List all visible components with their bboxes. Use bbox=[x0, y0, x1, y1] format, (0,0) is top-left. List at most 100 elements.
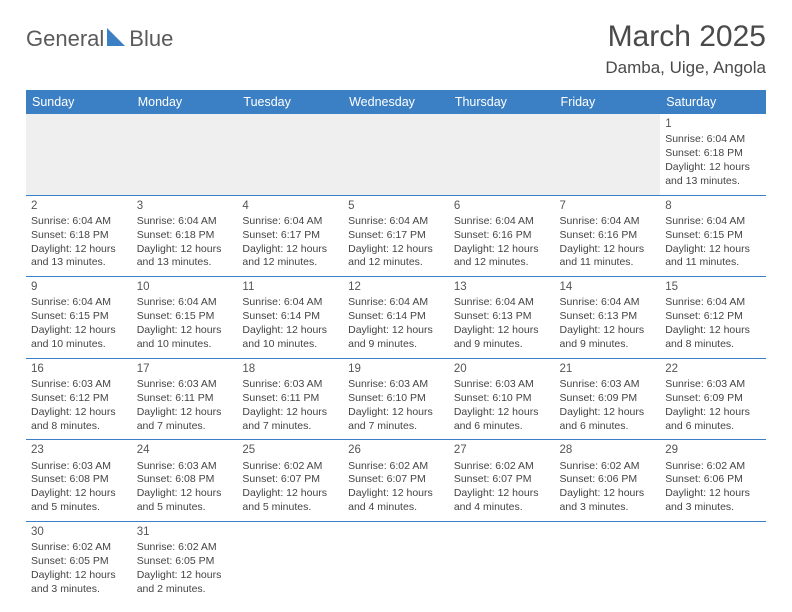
day-number: 29 bbox=[665, 443, 761, 458]
col-header: Sunday bbox=[26, 90, 132, 114]
sunrise-line: Sunrise: 6:04 AM bbox=[137, 215, 233, 229]
day-number: 11 bbox=[242, 280, 338, 295]
sunset-line: Sunset: 6:10 PM bbox=[454, 392, 550, 406]
calendar-cell bbox=[343, 114, 449, 195]
day-number: 31 bbox=[137, 525, 233, 540]
daylight-line: Daylight: 12 hours and 7 minutes. bbox=[348, 406, 444, 434]
sunset-line: Sunset: 6:07 PM bbox=[454, 473, 550, 487]
sunset-line: Sunset: 6:06 PM bbox=[560, 473, 656, 487]
sunset-line: Sunset: 6:09 PM bbox=[665, 392, 761, 406]
daylight-line: Daylight: 12 hours and 5 minutes. bbox=[31, 487, 127, 515]
calendar-cell: 15Sunrise: 6:04 AMSunset: 6:12 PMDayligh… bbox=[660, 277, 766, 359]
sunrise-line: Sunrise: 6:04 AM bbox=[560, 215, 656, 229]
sunset-line: Sunset: 6:13 PM bbox=[560, 310, 656, 324]
daylight-line: Daylight: 12 hours and 9 minutes. bbox=[454, 324, 550, 352]
daylight-line: Daylight: 12 hours and 7 minutes. bbox=[137, 406, 233, 434]
sunset-line: Sunset: 6:13 PM bbox=[454, 310, 550, 324]
sunset-line: Sunset: 6:14 PM bbox=[242, 310, 338, 324]
calendar-cell: 30Sunrise: 6:02 AMSunset: 6:05 PMDayligh… bbox=[26, 522, 132, 603]
day-number: 18 bbox=[242, 362, 338, 377]
day-number: 27 bbox=[454, 443, 550, 458]
daylight-line: Daylight: 12 hours and 8 minutes. bbox=[665, 324, 761, 352]
calendar-cell: 12Sunrise: 6:04 AMSunset: 6:14 PMDayligh… bbox=[343, 277, 449, 359]
daylight-line: Daylight: 12 hours and 10 minutes. bbox=[242, 324, 338, 352]
calendar-row: 1Sunrise: 6:04 AMSunset: 6:18 PMDaylight… bbox=[26, 114, 766, 195]
calendar-cell: 4Sunrise: 6:04 AMSunset: 6:17 PMDaylight… bbox=[237, 195, 343, 277]
day-number: 2 bbox=[31, 199, 127, 214]
day-number: 9 bbox=[31, 280, 127, 295]
sunset-line: Sunset: 6:15 PM bbox=[137, 310, 233, 324]
calendar-cell: 2Sunrise: 6:04 AMSunset: 6:18 PMDaylight… bbox=[26, 195, 132, 277]
day-number: 14 bbox=[560, 280, 656, 295]
day-number: 5 bbox=[348, 199, 444, 214]
sunset-line: Sunset: 6:07 PM bbox=[348, 473, 444, 487]
day-number: 13 bbox=[454, 280, 550, 295]
calendar-cell: 25Sunrise: 6:02 AMSunset: 6:07 PMDayligh… bbox=[237, 440, 343, 522]
day-number: 8 bbox=[665, 199, 761, 214]
daylight-line: Daylight: 12 hours and 3 minutes. bbox=[665, 487, 761, 515]
sunrise-line: Sunrise: 6:02 AM bbox=[242, 460, 338, 474]
day-number: 3 bbox=[137, 199, 233, 214]
day-number: 6 bbox=[454, 199, 550, 214]
sunrise-line: Sunrise: 6:04 AM bbox=[242, 296, 338, 310]
daylight-line: Daylight: 12 hours and 2 minutes. bbox=[137, 569, 233, 597]
daylight-line: Daylight: 12 hours and 6 minutes. bbox=[560, 406, 656, 434]
sunset-line: Sunset: 6:08 PM bbox=[137, 473, 233, 487]
sunset-line: Sunset: 6:18 PM bbox=[31, 229, 127, 243]
logo: General Blue bbox=[26, 20, 173, 52]
day-number: 23 bbox=[31, 443, 127, 458]
sunset-line: Sunset: 6:11 PM bbox=[137, 392, 233, 406]
daylight-line: Daylight: 12 hours and 13 minutes. bbox=[665, 161, 761, 189]
calendar-cell: 20Sunrise: 6:03 AMSunset: 6:10 PMDayligh… bbox=[449, 358, 555, 440]
daylight-line: Daylight: 12 hours and 9 minutes. bbox=[560, 324, 656, 352]
calendar-cell: 10Sunrise: 6:04 AMSunset: 6:15 PMDayligh… bbox=[132, 277, 238, 359]
col-header: Wednesday bbox=[343, 90, 449, 114]
sunrise-line: Sunrise: 6:03 AM bbox=[137, 378, 233, 392]
calendar-cell: 27Sunrise: 6:02 AMSunset: 6:07 PMDayligh… bbox=[449, 440, 555, 522]
day-number: 12 bbox=[348, 280, 444, 295]
day-number: 17 bbox=[137, 362, 233, 377]
daylight-line: Daylight: 12 hours and 7 minutes. bbox=[242, 406, 338, 434]
calendar-cell: 6Sunrise: 6:04 AMSunset: 6:16 PMDaylight… bbox=[449, 195, 555, 277]
daylight-line: Daylight: 12 hours and 3 minutes. bbox=[31, 569, 127, 597]
calendar-cell bbox=[660, 522, 766, 603]
sunset-line: Sunset: 6:09 PM bbox=[560, 392, 656, 406]
col-header: Monday bbox=[132, 90, 238, 114]
daylight-line: Daylight: 12 hours and 5 minutes. bbox=[242, 487, 338, 515]
sunrise-line: Sunrise: 6:04 AM bbox=[137, 296, 233, 310]
col-header: Saturday bbox=[660, 90, 766, 114]
calendar-cell: 31Sunrise: 6:02 AMSunset: 6:05 PMDayligh… bbox=[132, 522, 238, 603]
calendar-cell bbox=[555, 522, 661, 603]
sunrise-line: Sunrise: 6:02 AM bbox=[348, 460, 444, 474]
calendar-cell bbox=[132, 114, 238, 195]
col-header: Thursday bbox=[449, 90, 555, 114]
day-number: 26 bbox=[348, 443, 444, 458]
logo-text-general: General bbox=[26, 26, 104, 52]
calendar-cell bbox=[449, 522, 555, 603]
calendar-cell: 3Sunrise: 6:04 AMSunset: 6:18 PMDaylight… bbox=[132, 195, 238, 277]
daylight-line: Daylight: 12 hours and 12 minutes. bbox=[348, 243, 444, 271]
calendar-cell: 23Sunrise: 6:03 AMSunset: 6:08 PMDayligh… bbox=[26, 440, 132, 522]
sunset-line: Sunset: 6:11 PM bbox=[242, 392, 338, 406]
daylight-line: Daylight: 12 hours and 8 minutes. bbox=[31, 406, 127, 434]
sunset-line: Sunset: 6:14 PM bbox=[348, 310, 444, 324]
calendar-cell: 28Sunrise: 6:02 AMSunset: 6:06 PMDayligh… bbox=[555, 440, 661, 522]
sunset-line: Sunset: 6:16 PM bbox=[560, 229, 656, 243]
sunset-line: Sunset: 6:18 PM bbox=[137, 229, 233, 243]
sunset-line: Sunset: 6:12 PM bbox=[31, 392, 127, 406]
sunrise-line: Sunrise: 6:03 AM bbox=[31, 378, 127, 392]
daylight-line: Daylight: 12 hours and 12 minutes. bbox=[242, 243, 338, 271]
location: Damba, Uige, Angola bbox=[605, 58, 766, 78]
sail-icon bbox=[107, 28, 125, 46]
sunset-line: Sunset: 6:17 PM bbox=[348, 229, 444, 243]
day-number: 10 bbox=[137, 280, 233, 295]
logo-text-blue: Blue bbox=[129, 26, 173, 52]
sunrise-line: Sunrise: 6:04 AM bbox=[665, 215, 761, 229]
sunset-line: Sunset: 6:15 PM bbox=[665, 229, 761, 243]
sunset-line: Sunset: 6:12 PM bbox=[665, 310, 761, 324]
sunset-line: Sunset: 6:15 PM bbox=[31, 310, 127, 324]
day-number: 15 bbox=[665, 280, 761, 295]
sunrise-line: Sunrise: 6:02 AM bbox=[31, 541, 127, 555]
day-number: 30 bbox=[31, 525, 127, 540]
calendar-row: 23Sunrise: 6:03 AMSunset: 6:08 PMDayligh… bbox=[26, 440, 766, 522]
